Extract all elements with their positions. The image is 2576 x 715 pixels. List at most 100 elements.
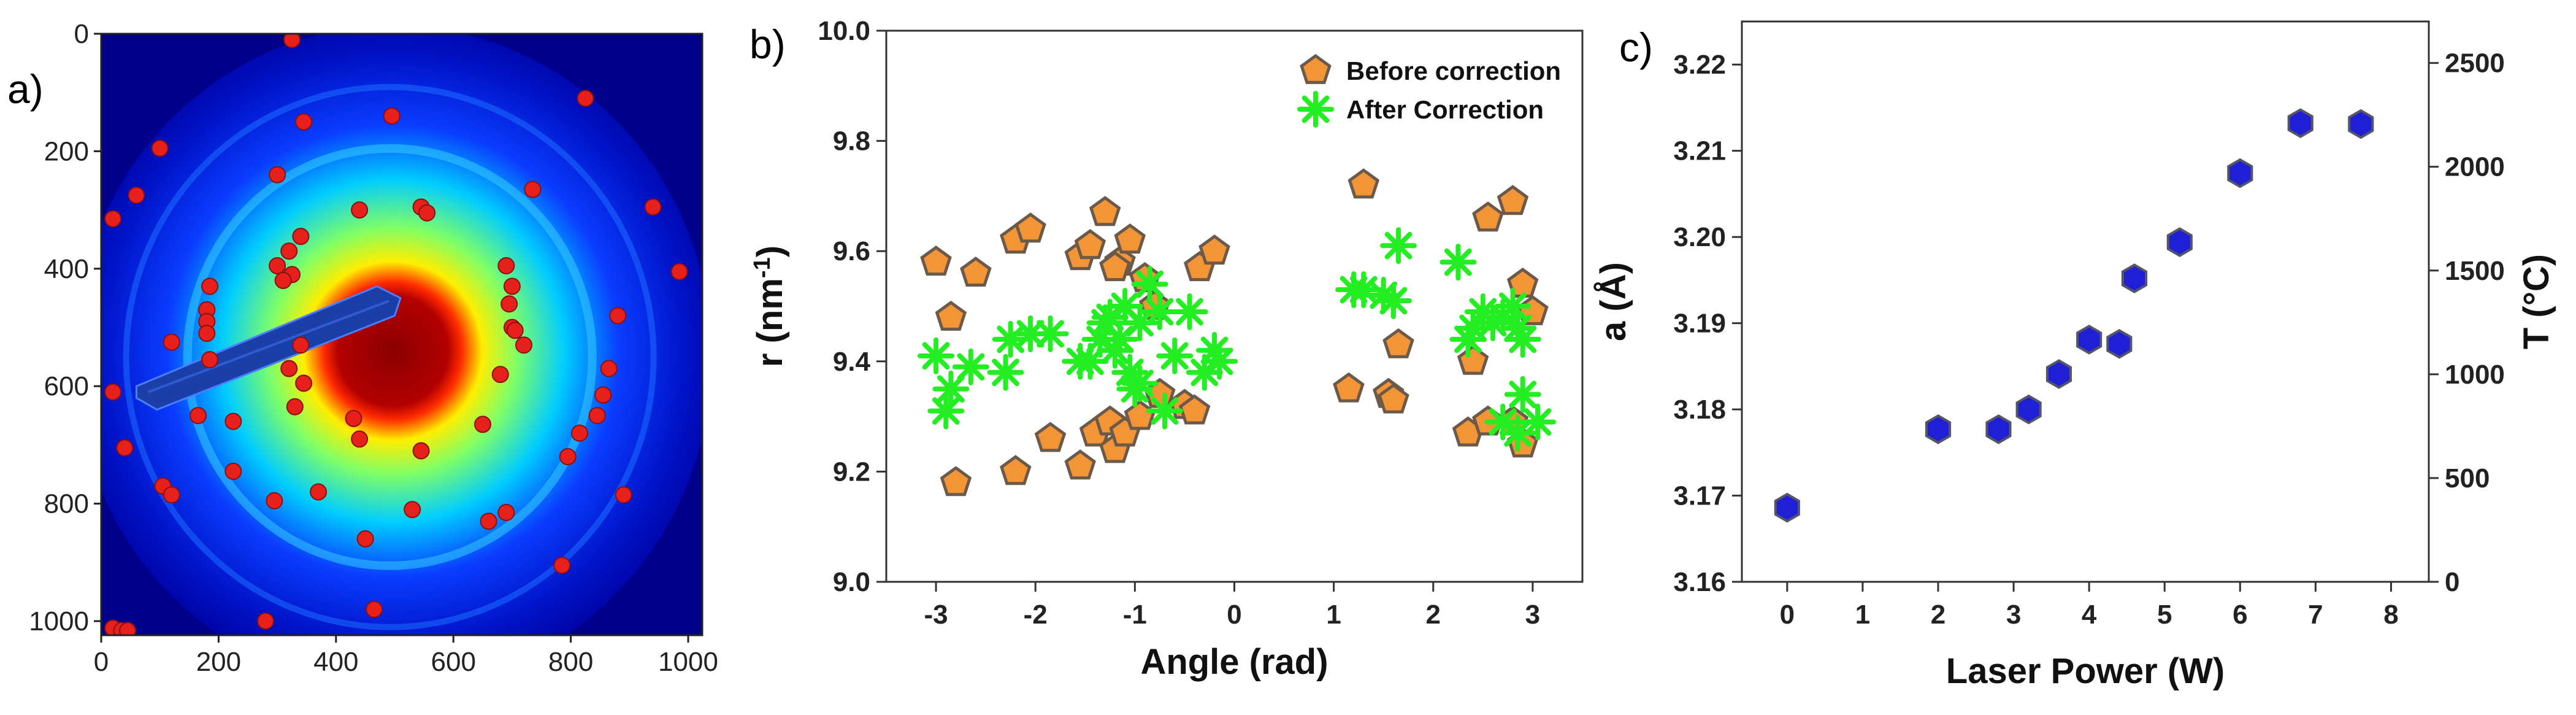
before-correction-point <box>920 245 952 276</box>
diffraction-spot <box>524 180 542 198</box>
panel-a-x-ticks: 0 200 400 600 800 1000 <box>94 635 718 677</box>
y-tick-label: 3.22 <box>1673 50 1726 80</box>
diffraction-spot <box>269 257 286 275</box>
after-correction-point <box>1380 227 1417 265</box>
before-correction-point <box>1517 295 1549 325</box>
before-correction-point <box>960 257 992 287</box>
x-tick-label: 3 <box>1525 600 1540 630</box>
x-tick-label: 6 <box>2233 600 2247 630</box>
x-tick-label: -1 <box>1123 600 1147 630</box>
diffraction-spot <box>274 271 292 289</box>
lattice-parameter-point <box>1985 414 2012 444</box>
diffraction-spot <box>104 383 122 401</box>
after-correction-point <box>1146 392 1183 430</box>
after-correction-point <box>918 337 955 374</box>
diffraction-spot <box>559 448 577 466</box>
diffraction-spot <box>224 412 242 430</box>
before-correction-point <box>1378 383 1409 414</box>
legend-after-label: After Correction <box>1346 95 1544 124</box>
diffraction-spot <box>163 333 180 351</box>
diffraction-spot <box>570 424 588 442</box>
panel-b-scatter: -3 -2 -1 0 1 2 3 9.0 9.2 9.4 9.6 9.8 10.0 Before co… <box>749 16 1584 682</box>
diffraction-spot <box>506 322 524 339</box>
y-tick-label: 10.0 <box>818 16 870 46</box>
x-tick-label: 3 <box>2006 600 2021 630</box>
diffraction-spot <box>383 107 401 125</box>
before-correction-point <box>1497 185 1529 215</box>
diffraction-spot <box>283 34 301 48</box>
before-correction-point <box>1457 344 1489 375</box>
panel-a-diffraction-pattern: 0 200 400 600 800 1000 0 200 400 600 800 1000 <box>29 19 718 677</box>
before-correction-point <box>935 300 967 331</box>
lattice-parameter-point <box>2121 263 2148 293</box>
y-tick-label: 3.17 <box>1673 481 1726 511</box>
diffraction-spot <box>500 295 518 313</box>
panel-a-frame <box>100 33 703 636</box>
lattice-parameter-point <box>1774 492 1800 523</box>
beam-stop-edge <box>147 300 389 393</box>
panel-c-frame <box>1741 20 2430 583</box>
diffraction-spot <box>189 407 207 425</box>
diffraction-spot <box>116 439 134 457</box>
y-tick-label: 400 <box>44 254 89 284</box>
before-correction-point <box>1099 251 1131 282</box>
diffraction-spot <box>600 360 618 377</box>
before-correction-point <box>1472 201 1504 232</box>
panel-a-label: a) <box>7 66 44 112</box>
diffraction-ring-inner <box>183 144 597 570</box>
diffraction-spots <box>104 34 688 635</box>
panel-b-series <box>918 168 1557 497</box>
x-tick-label: 1000 <box>658 647 718 677</box>
after-correction-point <box>932 370 970 408</box>
y-tick-label: 600 <box>44 371 89 401</box>
panel-c-right-y-ticks: 0 500 1000 1500 2000 2500 <box>2429 48 2505 597</box>
diffraction-spot <box>515 336 533 354</box>
diffraction-spot <box>345 409 362 427</box>
panel-c-y-ticks: 3.16 3.17 3.18 3.19 3.20 3.21 3.22 <box>1673 50 1742 597</box>
after-correction-point <box>1156 337 1194 374</box>
before-correction-point <box>1333 372 1365 403</box>
panel-b-y-axis-title: r (nm-1) <box>749 245 790 367</box>
diffraction-ring-outer <box>123 83 657 630</box>
after-correction-point <box>987 354 1024 391</box>
after-correction-point <box>1201 342 1238 380</box>
before-correction-point <box>1000 455 1032 485</box>
before-correction-point <box>940 466 972 497</box>
panel-b-y-ticks: 9.0 9.2 9.4 9.6 9.8 10.0 <box>818 16 886 597</box>
panel-b-x-axis-title: Angle (rad) <box>1140 642 1328 682</box>
diffraction-spot <box>201 351 219 369</box>
diffraction-spot <box>351 201 369 219</box>
panel-b-x-ticks: -3 -2 -1 0 1 2 3 <box>924 582 1540 630</box>
diffraction-spot <box>198 325 216 342</box>
y-tick-label: 200 <box>44 136 89 166</box>
x-tick-label: 0 <box>94 647 109 677</box>
before-correction-point <box>1178 394 1211 425</box>
diffraction-spot <box>104 210 122 228</box>
diffraction-spot <box>404 501 421 519</box>
beam-stop <box>135 285 402 411</box>
lattice-parameter-point <box>2106 328 2133 359</box>
diffraction-spot <box>163 486 180 504</box>
diffraction-spot <box>670 263 688 280</box>
diffraction-spot <box>224 462 242 480</box>
y-tick-label: 3.18 <box>1673 395 1726 425</box>
x-tick-label: 0 <box>1780 600 1795 630</box>
diffraction-spot <box>577 90 594 107</box>
y-tick-label: 9.8 <box>833 126 870 157</box>
right-y-tick-label: 2500 <box>2445 48 2505 79</box>
diffraction-spot <box>497 257 515 275</box>
diffraction-spot <box>644 198 662 216</box>
before-correction-point <box>1014 212 1046 243</box>
diffraction-spot <box>269 166 286 184</box>
diffraction-spot <box>151 139 169 157</box>
x-tick-label: 600 <box>431 647 476 677</box>
diffraction-spot <box>491 366 509 384</box>
before-correction-point <box>1198 234 1230 265</box>
diffraction-spot <box>280 360 298 377</box>
x-tick-label: -3 <box>924 600 948 630</box>
y-tick-label: 800 <box>44 489 89 519</box>
diffraction-spot <box>480 512 497 530</box>
diffraction-spot <box>553 557 571 574</box>
after-correction-point <box>1504 320 1541 358</box>
before-correction-point <box>1034 422 1067 452</box>
